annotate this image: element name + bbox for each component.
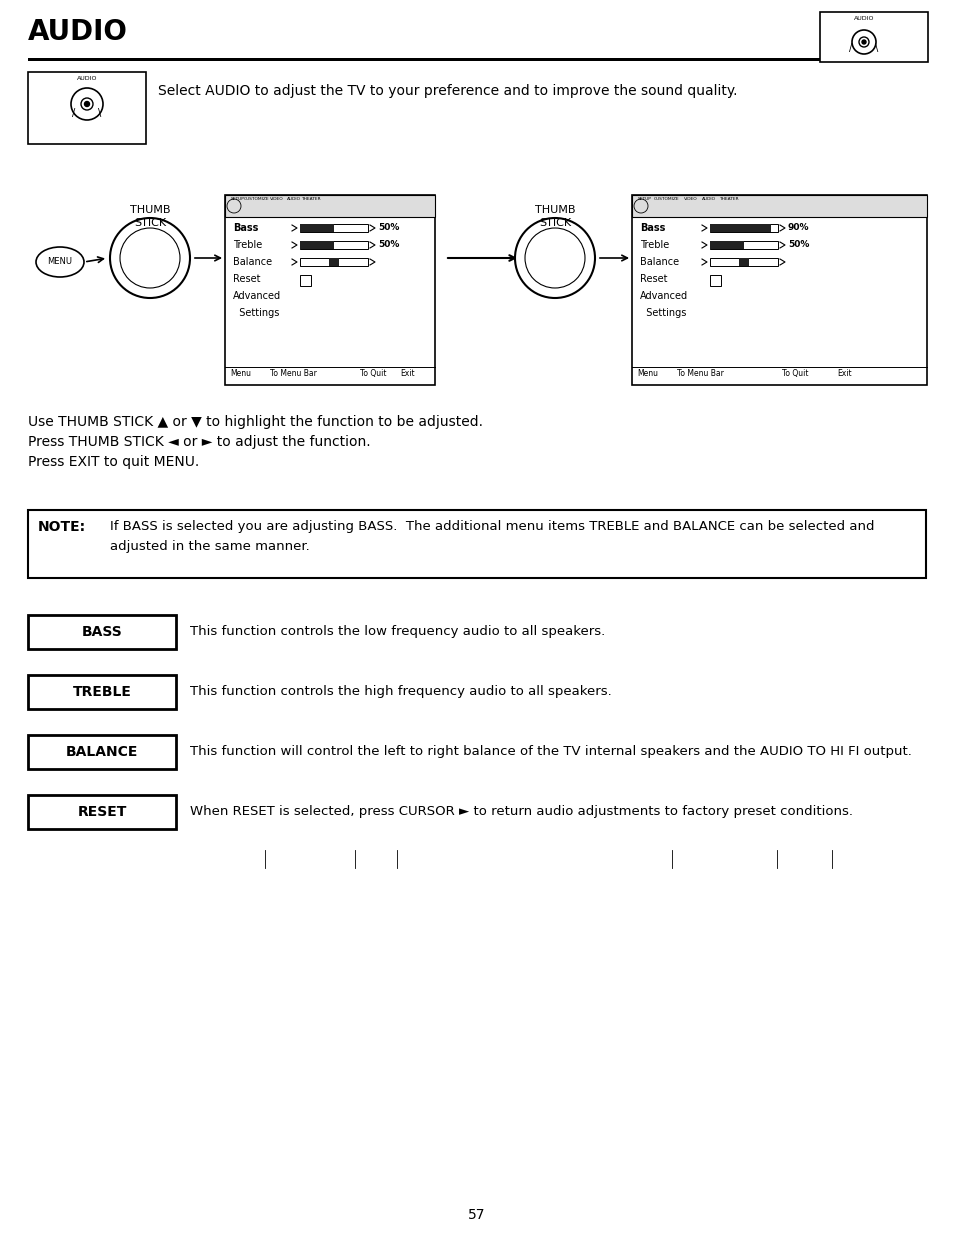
Bar [299,241,334,249]
Bar [299,224,368,232]
Text: MENU: MENU [48,258,72,267]
Bar [631,195,926,385]
Text: Press EXIT to quit MENU.: Press EXIT to quit MENU. [28,454,199,469]
Bar [299,241,368,249]
Bar [28,58,925,61]
Text: AUDIO: AUDIO [701,198,716,201]
Circle shape [85,101,90,106]
Text: To Quit: To Quit [781,369,807,378]
Circle shape [862,40,865,44]
Text: STICK: STICK [133,219,166,228]
Text: STICK: STICK [538,219,571,228]
Text: \: \ [875,43,878,53]
Text: Reset: Reset [233,274,260,284]
Bar [709,241,778,249]
Bar [739,258,748,266]
Text: Bass: Bass [639,224,664,233]
Bar [28,510,925,578]
Text: Use THUMB STICK ▲ or ▼ to highlight the function to be adjusted.: Use THUMB STICK ▲ or ▼ to highlight the … [28,415,482,429]
Text: RESET: RESET [77,805,127,819]
Text: 50%: 50% [377,224,399,232]
Bar [709,258,778,266]
Text: Exit: Exit [836,369,851,378]
Text: When RESET is selected, press CURSOR ► to return audio adjustments to factory pr: When RESET is selected, press CURSOR ► t… [190,805,852,819]
Text: Advanced: Advanced [639,291,687,301]
Text: Press THUMB STICK ◄ or ► to adjust the function.: Press THUMB STICK ◄ or ► to adjust the f… [28,435,370,450]
Bar [28,72,146,144]
Text: AUDIO: AUDIO [28,19,128,46]
Text: /: / [72,107,75,119]
Text: Bass: Bass [233,224,258,233]
Text: This function will control the left to right balance of the TV internal speakers: This function will control the left to r… [190,746,911,758]
Text: To Quit: To Quit [359,369,386,378]
Bar [28,676,175,709]
Text: 57: 57 [468,1208,485,1221]
Bar [28,615,175,650]
Text: Menu: Menu [637,369,658,378]
Text: Exit: Exit [399,369,415,378]
Bar [225,195,435,217]
Text: NOTE:: NOTE: [38,520,86,534]
Bar [28,795,175,829]
Text: SETUP: SETUP [638,198,651,201]
Bar [299,275,311,287]
Text: VIDEO: VIDEO [270,198,283,201]
Bar [709,275,720,287]
Text: Balance: Balance [639,257,679,267]
Bar [709,224,778,232]
Text: THEATER: THEATER [719,198,738,201]
Bar [631,195,926,217]
Text: AUDIO: AUDIO [853,16,873,21]
Text: TREBLE: TREBLE [72,685,132,699]
Text: AUDIO: AUDIO [76,77,97,82]
Text: Advanced: Advanced [233,291,281,301]
Text: AUDIO: AUDIO [287,198,301,201]
Text: Treble: Treble [233,240,262,249]
Text: If BASS is selected you are adjusting BASS.  The additional menu items TREBLE an: If BASS is selected you are adjusting BA… [110,520,874,534]
Text: \: \ [98,107,102,119]
Text: Settings: Settings [639,308,685,317]
Text: 50%: 50% [787,240,808,249]
Bar [820,12,927,62]
Bar [299,224,334,232]
Bar [709,241,743,249]
Text: SETUP: SETUP [231,198,245,201]
Text: THUMB: THUMB [130,205,170,215]
Text: Balance: Balance [233,257,272,267]
Bar [329,258,338,266]
Bar [709,224,770,232]
Text: CUSTOMIZE: CUSTOMIZE [244,198,270,201]
Text: To Menu Bar: To Menu Bar [677,369,723,378]
Bar [299,258,368,266]
Text: This function controls the high frequency audio to all speakers.: This function controls the high frequenc… [190,685,611,699]
Text: THUMB: THUMB [535,205,575,215]
Text: /: / [848,43,852,53]
Bar [225,195,435,385]
Text: CUSTOMIZE: CUSTOMIZE [654,198,679,201]
Text: Select AUDIO to adjust the TV to your preference and to improve the sound qualit: Select AUDIO to adjust the TV to your pr… [158,84,737,98]
Text: To Menu Bar: To Menu Bar [270,369,316,378]
Bar [28,735,175,769]
Text: adjusted in the same manner.: adjusted in the same manner. [110,540,310,553]
Text: 90%: 90% [787,224,809,232]
Text: 50%: 50% [377,240,399,249]
Text: This function controls the low frequency audio to all speakers.: This function controls the low frequency… [190,625,604,638]
Text: BALANCE: BALANCE [66,745,138,760]
Text: BASS: BASS [82,625,122,638]
Text: Reset: Reset [639,274,667,284]
Text: Menu: Menu [230,369,251,378]
Text: VIDEO: VIDEO [683,198,697,201]
Text: Treble: Treble [639,240,669,249]
Text: THEATER: THEATER [301,198,320,201]
Text: Settings: Settings [233,308,279,317]
